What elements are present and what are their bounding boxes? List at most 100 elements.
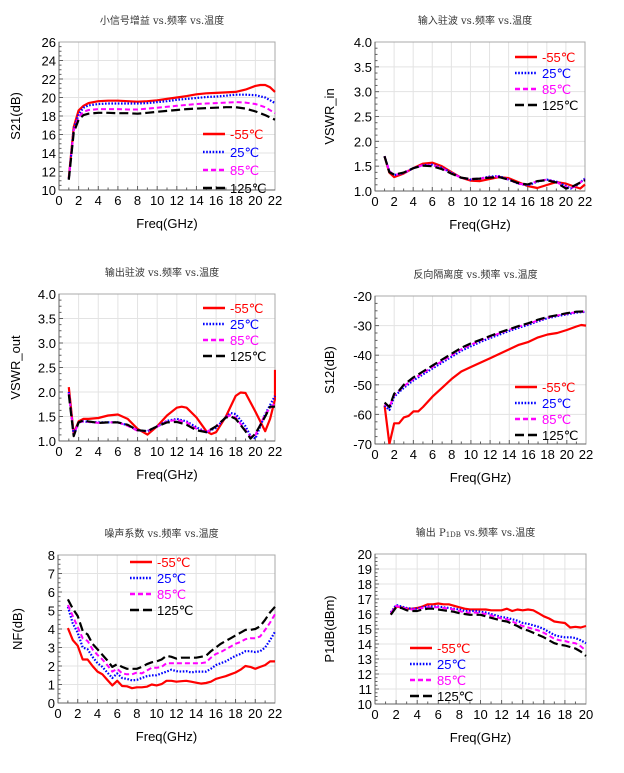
y-tick-label: 16 xyxy=(42,128,56,143)
y-tick-label: 5 xyxy=(48,604,55,619)
legend-label: 125℃ xyxy=(230,349,266,364)
x-tick-label: 8 xyxy=(134,193,141,208)
x-tick-label: 10 xyxy=(473,707,487,722)
series-line-25c xyxy=(67,391,276,440)
legend-label: 25℃ xyxy=(157,571,186,586)
legend-label: 25℃ xyxy=(542,66,571,81)
legend-label: -55℃ xyxy=(437,641,470,656)
y-axis-label: VSWR_in xyxy=(322,88,337,144)
x-tick-label: 20 xyxy=(579,707,593,722)
legend-label: -55℃ xyxy=(542,50,575,65)
x-tick-label: 14 xyxy=(189,706,203,721)
x-axis-label: Freq(GHz) xyxy=(450,470,511,485)
y-tick-label: 1.5 xyxy=(38,410,56,425)
x-axis-label: Freq(GHz) xyxy=(450,730,511,745)
y-tick-label: 12 xyxy=(358,667,372,682)
x-tick-label: 18 xyxy=(228,444,242,459)
x-tick-label: 4 xyxy=(410,447,417,462)
x-tick-label: 20 xyxy=(248,193,262,208)
chart-svg: 小信号增益 vs.频率 vs.温度0 2 4 6 8 10 12 14 16 18 20 221012… xyxy=(8,14,282,231)
y-tick-label: 4 xyxy=(48,622,55,637)
series-line-m55c xyxy=(383,155,586,190)
legend-label: 85℃ xyxy=(437,673,466,688)
y-tick-label: 26 xyxy=(42,35,56,50)
y-tick-label: 1 xyxy=(48,678,55,693)
x-tick-label: 12 xyxy=(169,706,183,721)
x-tick-label: 6 xyxy=(429,447,436,462)
chart-svg: 输出驻波 vs.频率 vs.温度 0 2 4 6 8 10 12 14 16 18 20 22 1.0 1.… xyxy=(8,266,282,482)
x-tick-label: 18 xyxy=(558,707,572,722)
legend-label: 125℃ xyxy=(230,181,266,196)
x-tick-label: 6 xyxy=(114,706,121,721)
y-tick-label: 1.5 xyxy=(354,159,372,174)
y-tick-label: 3 xyxy=(48,641,55,656)
legend-label: 85℃ xyxy=(230,163,259,178)
chart-title: 小信号增益 vs.频率 vs.温度 xyxy=(100,14,224,27)
series-line-125c xyxy=(67,394,275,440)
y-tick-label: 3.5 xyxy=(354,60,372,75)
legend-label: 25℃ xyxy=(542,396,571,411)
y-axis-label: NF(dB) xyxy=(10,608,25,650)
y-tick-label: 4.0 xyxy=(354,35,372,50)
x-tick-label: 4 xyxy=(414,707,421,722)
x-tick-label: 18 xyxy=(228,706,242,721)
legend-label: 85℃ xyxy=(157,587,186,602)
y-tick-label: 2.5 xyxy=(354,110,372,125)
legend-label: 125℃ xyxy=(437,689,473,704)
y-axis-label: S21(dB) xyxy=(8,92,23,140)
x-axis-label: Freq(GHz) xyxy=(136,729,197,744)
x-tick-label: 14 xyxy=(189,193,203,208)
x-tick-label: 4 xyxy=(95,193,102,208)
x-tick-label: 0 xyxy=(55,444,62,459)
y-tick-label: 13 xyxy=(358,652,372,667)
x-axis-label: Freq(GHz) xyxy=(136,467,197,482)
x-tick-label: 14 xyxy=(515,707,529,722)
chart-title: 输出驻波 vs.频率 vs.温度 xyxy=(105,266,219,279)
x-tick-label: 14 xyxy=(502,447,516,462)
x-tick-label: 16 xyxy=(209,706,223,721)
x-tick-label: 10 xyxy=(149,706,163,721)
y-tick-label: 14 xyxy=(42,146,56,161)
legend-label: 125℃ xyxy=(542,428,578,443)
y-axis-label: P1dB(dBm) xyxy=(322,595,337,662)
series-line-125c xyxy=(66,598,276,670)
x-axis-label: Freq(GHz) xyxy=(136,216,197,231)
chart-title: 输出 P1DB vs.频率 vs.温度 xyxy=(416,526,535,539)
x-tick-label: 20 xyxy=(559,194,573,209)
legend-label: -55℃ xyxy=(230,301,263,316)
y-tick-label: 2.0 xyxy=(354,134,372,149)
x-axis-label: Freq(GHz) xyxy=(449,217,510,232)
x-tick-label: 12 xyxy=(170,193,184,208)
x-tick-label: 20 xyxy=(560,447,574,462)
legend-label: 25℃ xyxy=(230,317,259,332)
x-tick-label: 6 xyxy=(429,194,436,209)
x-tick-label: 6 xyxy=(114,444,121,459)
y-tick-label: 0 xyxy=(48,696,55,711)
chart-svg: 反向隔离度 vs.频率 vs.温度 0 2 4 6 8 10 12 14 16 18 20 22 -70 -… xyxy=(322,268,593,485)
chart-p1db: 输出 P1DB vs.频率 vs.温度 0 2 4 6 8 10 12 14 16 18 20 10 11… xyxy=(312,520,624,773)
x-tick-label: 22 xyxy=(268,444,282,459)
x-tick-label: 12 xyxy=(170,444,184,459)
x-tick-label: 18 xyxy=(540,447,554,462)
x-tick-label: 8 xyxy=(133,706,140,721)
x-tick-label: 2 xyxy=(391,447,398,462)
x-tick-label: 16 xyxy=(209,193,223,208)
legend-label: 85℃ xyxy=(542,82,571,97)
legend-label: 25℃ xyxy=(437,657,466,672)
x-tick-label: 8 xyxy=(134,444,141,459)
series-line-25c xyxy=(66,606,276,682)
x-tick-label: 2 xyxy=(392,707,399,722)
series-line-25c xyxy=(389,603,587,645)
series-line-125c xyxy=(383,310,587,409)
y-tick-label: 3.0 xyxy=(354,85,372,100)
legend-label: -55℃ xyxy=(230,127,263,142)
x-tick-label: 4 xyxy=(94,706,101,721)
y-tick-label: 24 xyxy=(42,54,56,69)
y-tick-label: -60 xyxy=(353,407,372,422)
x-tick-label: 18 xyxy=(228,193,242,208)
x-tick-label: 0 xyxy=(54,706,61,721)
x-tick-label: 6 xyxy=(435,707,442,722)
y-tick-label: 14 xyxy=(358,637,372,652)
x-tick-label: 16 xyxy=(537,707,551,722)
chart-s21-gain: 小信号增益 vs.频率 vs.温度 0 2 4 6 8 10 12 14 16 18 20 22 10 12… xyxy=(0,0,312,253)
